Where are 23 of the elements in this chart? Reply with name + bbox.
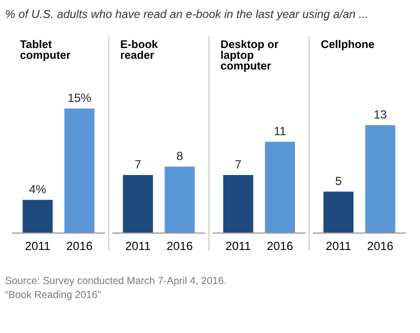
x-tick-label: 2016 [66, 242, 92, 250]
data-label: 15% [68, 94, 91, 102]
text: % of U.S. adults who have read an e-book in the last year using a/an ... [6, 10, 367, 20]
data-label: 13 [374, 110, 386, 119]
x-tick-label: 2011 [26, 242, 50, 250]
x-tick-label: 2011 [226, 242, 250, 250]
data-label: 8 [176, 152, 182, 160]
text: “Book Reading 2016” [5, 290, 100, 300]
data-label: 11 [274, 126, 286, 136]
x-tick-label: 2016 [368, 242, 393, 250]
data-label: 7 [236, 160, 241, 168]
data-label: 4% [29, 185, 46, 194]
chart-title: Desktop or laptop computer [220, 40, 278, 72]
x-tick-label: 2011 [126, 242, 150, 250]
chart-title: Cellphone [321, 40, 374, 50]
chart-title: Tablet computer [20, 40, 70, 62]
chart-title: E-book reader [120, 40, 158, 59]
x-tick-label: 2011 [326, 242, 351, 250]
source-note: Source: Survey conducted March 7-April 4, 2016. [6, 276, 226, 286]
data-label: 5 [336, 176, 342, 186]
data-label: 7 [135, 160, 141, 168]
x-tick-label: 2016 [267, 242, 293, 250]
x-tick-label: 2016 [167, 242, 192, 250]
